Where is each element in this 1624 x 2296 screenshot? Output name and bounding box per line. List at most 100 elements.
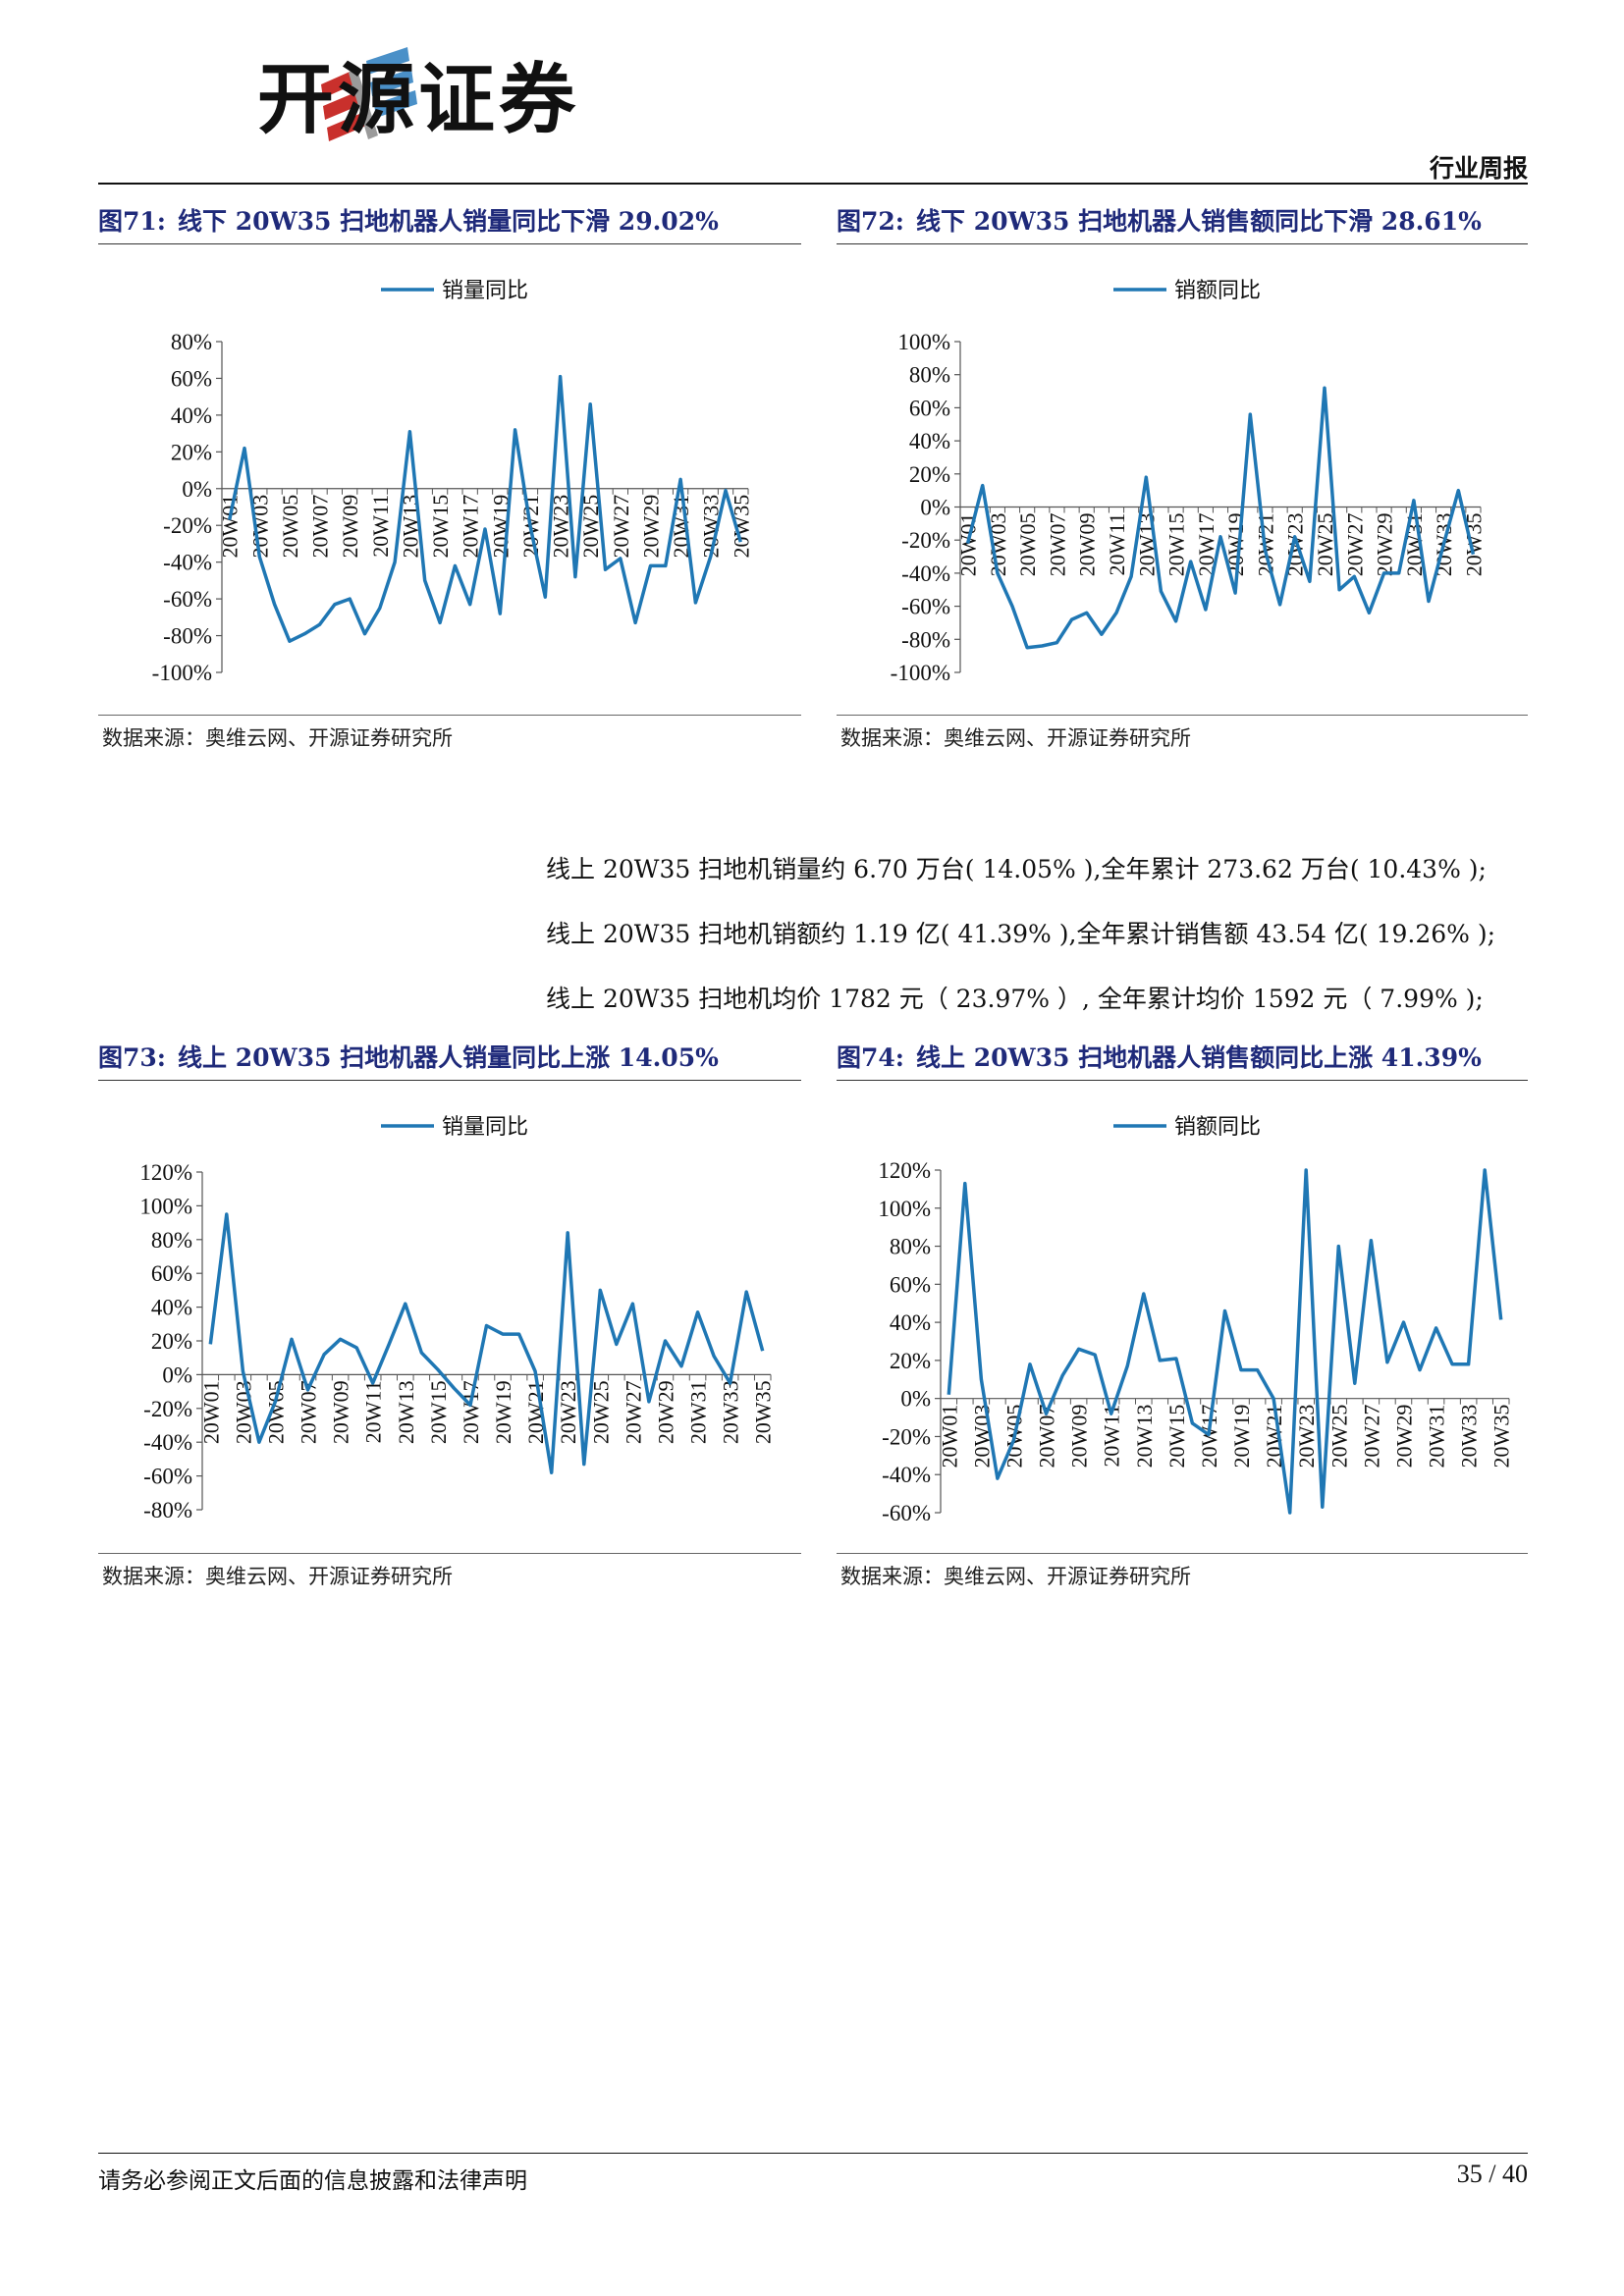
figure-73-title: 图73: 线上 20W35 扫地机器人销量同比上涨 14.05% xyxy=(98,1039,719,1078)
chart-0-x-tick-label: 20W35 xyxy=(729,495,753,559)
chart-0-x-tick-label: 20W07 xyxy=(308,495,333,559)
figure-71-number: 图71: xyxy=(98,207,167,236)
chart-2-x-tick-label: 20W09 xyxy=(329,1380,353,1444)
chart-1-x-tick-label: 20W11 xyxy=(1105,513,1129,576)
chart-2-x-tick-label: 20W13 xyxy=(394,1380,418,1444)
figure-71-chart: 销量同比 80% 60% 40% 20% 0% -20% -40% -60% -80% -100% 2… xyxy=(98,263,801,705)
chart-1-y-tick-label: -40% xyxy=(901,561,950,586)
chart-0-y-tick-label: 20% xyxy=(171,440,212,464)
chart-1-series-line xyxy=(965,386,1476,650)
chart-0-y-tick-label: 40% xyxy=(171,403,212,428)
chart-3-y-tick-label: 0% xyxy=(900,1387,931,1412)
chart-1-x-tick-label: 20W27 xyxy=(1342,513,1367,577)
chart-1-y-tick-label: 60% xyxy=(909,396,950,420)
figure-71-source: 数据来源：奥维云网、开源证券研究所 xyxy=(102,726,453,750)
chart-2-x-tick-label: 20W19 xyxy=(491,1380,515,1444)
chart-1-y-tick-label: -20% xyxy=(901,528,950,553)
chart-1-y-tick-label: -60% xyxy=(901,595,950,619)
chart-3-x-tick-label: 20W27 xyxy=(1359,1405,1383,1468)
logo-mark-icon xyxy=(321,47,417,141)
chart-2-y-tick-label: 120% xyxy=(139,1160,192,1185)
figure-71-rule xyxy=(98,243,801,244)
chart-1-x-tick-label: 20W29 xyxy=(1373,513,1397,577)
figure-74-title: 图74: 线上 20W35 扫地机器人销售额同比上涨 41.39% xyxy=(837,1039,1482,1078)
chart-2-y-tick-label: 60% xyxy=(151,1261,192,1286)
chart-0-svg: 销量同比 80% 60% 40% 20% 0% -20% -40% -60% -80% -100% 2… xyxy=(152,279,754,685)
figure-72-source: 数据来源：奥维云网、开源证券研究所 xyxy=(840,726,1191,750)
chart-2-y-tick-label: 0% xyxy=(162,1362,192,1387)
chart-1-y-tick-label: -80% xyxy=(901,627,950,652)
chart-3-x-tick-label: 20W01 xyxy=(937,1405,961,1468)
chart-1-y-tick-label: 100% xyxy=(897,330,950,354)
chart-0-y-tick-label: -100% xyxy=(152,661,212,685)
chart-2-x-tick-label: 20W27 xyxy=(621,1380,645,1444)
chart-0-x-tick-label: 20W29 xyxy=(638,495,663,559)
chart-3-y-tick-label: 60% xyxy=(890,1272,931,1297)
figure-72-caption: 线下 20W35 扫地机器人销售额同比下滑 28.61% xyxy=(916,207,1482,236)
paragraph-2: 线上 20W35 扫地机销额约 1.19 亿( 41.39% ),全年累计销售额… xyxy=(546,920,1496,948)
figure-73-source: 数据来源：奥维云网、开源证券研究所 xyxy=(102,1565,453,1588)
chart-0-y-tick-label: 60% xyxy=(171,366,212,391)
figure-72-rule xyxy=(837,243,1528,244)
chart-2-series-line xyxy=(208,1212,765,1474)
chart-0-x-tick-label: 20W01 xyxy=(218,495,243,559)
chart-3-x-tick-label: 20W13 xyxy=(1132,1405,1157,1468)
chart-3-x-tick-label: 20W19 xyxy=(1229,1405,1254,1468)
chart-2-x-tick-label: 20W29 xyxy=(653,1380,677,1444)
chart-3-series-line xyxy=(947,1168,1503,1515)
footer-disclaimer: 请务必参阅正文后面的信息披露和法律声明 xyxy=(98,2168,527,2194)
chart-2-y-tick-label: 40% xyxy=(151,1296,192,1320)
chart-2-legend-label: 销量同比 xyxy=(442,1115,528,1140)
chart-0-x-tick-label: 20W15 xyxy=(428,495,453,559)
figure-73-rule xyxy=(98,1080,801,1081)
chart-0-x-tick-label: 20W11 xyxy=(368,495,393,558)
figure-74-caption: 线上 20W35 扫地机器人销售额同比上涨 41.39% xyxy=(916,1043,1482,1072)
chart-2-x-tick-label: 20W11 xyxy=(361,1380,386,1443)
chart-0-y-tick-label: -40% xyxy=(163,551,212,575)
chart-3-y-tick-label: 40% xyxy=(890,1310,931,1335)
header-divider xyxy=(98,183,1528,185)
company-logo xyxy=(321,47,417,141)
figure-73-caption: 线上 20W35 扫地机器人销量同比上涨 14.05% xyxy=(178,1043,719,1072)
chart-3-x-tick-label: 20W35 xyxy=(1489,1405,1514,1468)
chart-0-y-tick-label: 0% xyxy=(182,477,212,502)
chart-0-legend-label: 销量同比 xyxy=(442,279,528,303)
chart-3-y-tick-label: -40% xyxy=(882,1463,931,1487)
chart-3-svg: 销额同比 120% 100% 80% 60% 40% 20% 0% -20% -40% -60% 20… xyxy=(878,1115,1514,1525)
chart-0-x-tick-label: 20W09 xyxy=(338,495,362,559)
chart-0-x-tick-label: 20W05 xyxy=(278,495,302,559)
chart-2-y-tick-label: -60% xyxy=(143,1465,192,1489)
figure-73-bottom-rule xyxy=(98,1553,801,1554)
chart-1-x-tick-label: 20W09 xyxy=(1075,513,1100,577)
chart-2-x-tick-label: 20W31 xyxy=(686,1380,711,1444)
chart-2-y-tick-label: -20% xyxy=(143,1397,192,1421)
chart-1-legend-label: 销额同比 xyxy=(1174,279,1261,303)
chart-3-y-tick-label: 80% xyxy=(890,1235,931,1259)
figure-72-number: 图72: xyxy=(837,207,905,236)
chart-2-x-tick-label: 20W23 xyxy=(556,1380,580,1444)
paragraph-1: 线上 20W35 扫地机销量约 6.70 万台( 14.05% ),全年累计 2… xyxy=(546,855,1487,883)
report-type: 行业周报 xyxy=(1429,154,1528,183)
figure-74-rule xyxy=(837,1080,1528,1081)
chart-2-x-tick-label: 20W05 xyxy=(263,1380,288,1444)
chart-2-x-tick-label: 20W15 xyxy=(426,1380,451,1444)
chart-3-y-tick-label: 100% xyxy=(878,1197,931,1221)
chart-0-x-tick-label: 20W27 xyxy=(609,495,633,559)
chart-3-y-tick-label: 20% xyxy=(890,1349,931,1373)
chart-2-x-tick-label: 20W17 xyxy=(459,1380,483,1444)
figure-71-bottom-rule xyxy=(98,715,801,716)
chart-1-x-tick-label: 20W07 xyxy=(1045,513,1069,577)
figure-73-number: 图73: xyxy=(98,1043,167,1072)
chart-1-y-tick-label: 20% xyxy=(909,462,950,487)
chart-2-y-tick-label: 20% xyxy=(151,1329,192,1354)
chart-3-y-tick-label: -20% xyxy=(882,1424,931,1449)
chart-0-y-tick-label: -60% xyxy=(163,587,212,612)
chart-0-y-tick-label: 80% xyxy=(171,330,212,354)
chart-3-legend-label: 销额同比 xyxy=(1174,1115,1261,1140)
chart-3-x-tick-label: 20W15 xyxy=(1164,1405,1189,1468)
chart-1-y-tick-label: 0% xyxy=(920,496,950,520)
figure-71-caption: 线下 20W35 扫地机器人销量同比下滑 29.02% xyxy=(178,207,719,236)
figure-71-title: 图71: 线下 20W35 扫地机器人销量同比下滑 29.02% xyxy=(98,202,719,241)
chart-1-x-tick-label: 20W01 xyxy=(956,513,981,577)
chart-2-x-tick-label: 20W33 xyxy=(719,1380,743,1444)
